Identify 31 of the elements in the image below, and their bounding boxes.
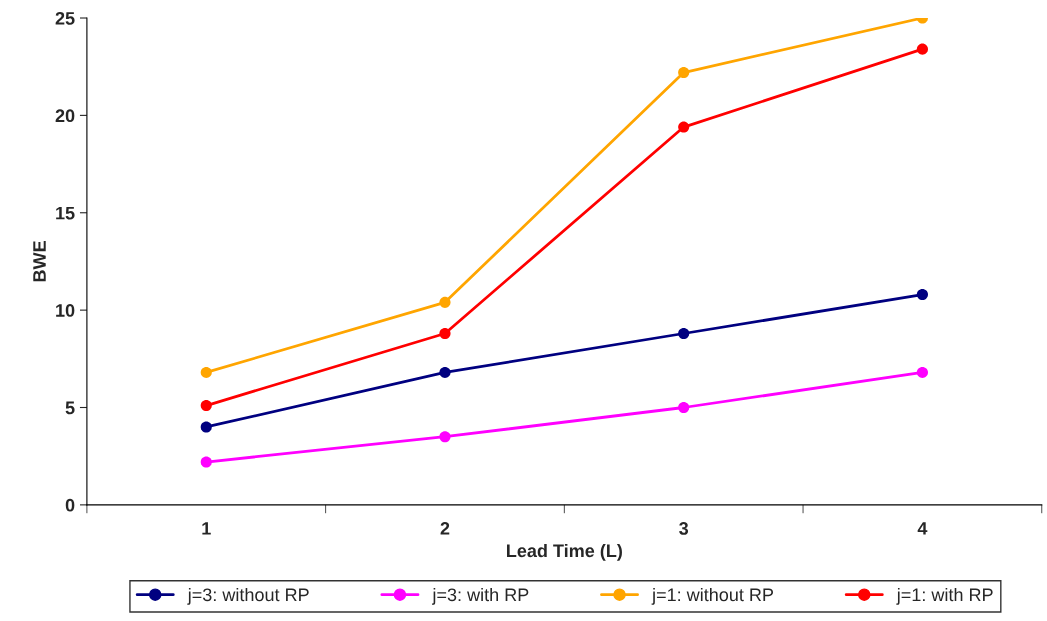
y-tick-label: 25 xyxy=(55,11,75,25)
y-axis-title: BWE xyxy=(33,241,46,282)
legend-label: j=3: with RP xyxy=(431,587,529,605)
y-tick-label: 5 xyxy=(65,401,75,415)
point xyxy=(439,431,451,443)
y-tick-label: 10 xyxy=(56,304,75,317)
point xyxy=(200,456,212,468)
x-axis-title: Lead Time (L) xyxy=(507,543,622,561)
point xyxy=(200,421,212,433)
x-tick-label: 1 xyxy=(202,522,211,535)
point xyxy=(916,366,928,378)
point xyxy=(439,366,451,378)
y-tick-label: 20 xyxy=(55,109,75,123)
point xyxy=(439,296,451,308)
legend-label: j=1: without RP xyxy=(651,587,774,605)
legend-label: j=1: with RP xyxy=(896,587,993,605)
point xyxy=(916,288,928,301)
legend-label: j=3: without RP xyxy=(187,587,309,605)
x-tick-label: 3 xyxy=(679,522,689,535)
y-tick-label: 0 xyxy=(65,498,75,512)
point xyxy=(439,327,451,340)
x-tick-label: 2 xyxy=(440,522,450,535)
point xyxy=(200,400,212,412)
point xyxy=(678,66,690,79)
point xyxy=(200,366,212,378)
point xyxy=(678,401,690,414)
point xyxy=(916,43,928,55)
x-tick-label: 4 xyxy=(917,522,928,535)
point xyxy=(678,121,690,133)
point xyxy=(678,327,690,340)
y-tick-label: 15 xyxy=(56,206,75,220)
